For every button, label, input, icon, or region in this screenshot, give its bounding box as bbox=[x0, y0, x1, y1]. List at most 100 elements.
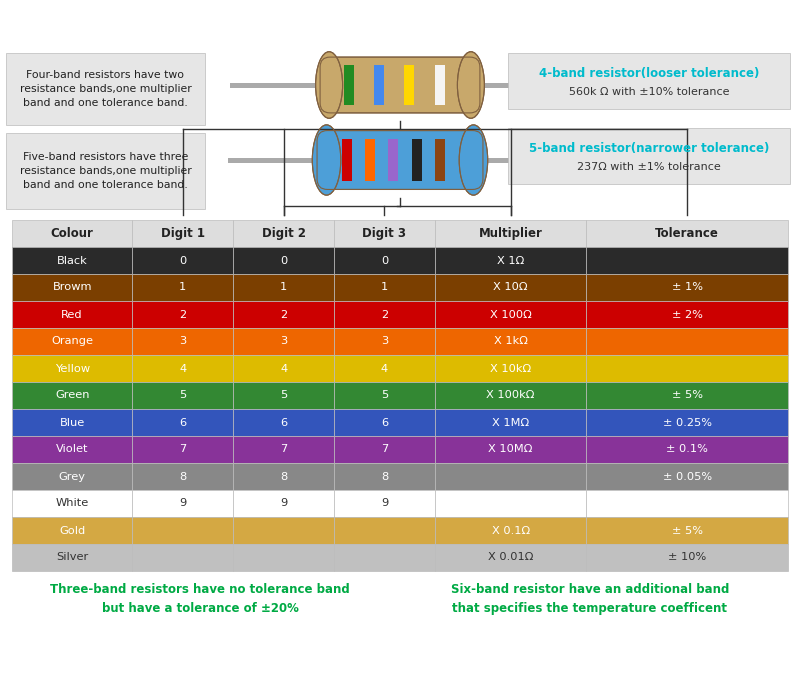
Text: 3: 3 bbox=[381, 337, 388, 346]
Bar bbox=[334, 463, 435, 490]
Text: X 1kΩ: X 1kΩ bbox=[494, 337, 527, 346]
Text: 1: 1 bbox=[280, 283, 287, 293]
Text: 1: 1 bbox=[381, 283, 388, 293]
Text: 4: 4 bbox=[381, 363, 388, 374]
Text: Colour: Colour bbox=[50, 227, 94, 240]
Bar bbox=[586, 355, 788, 382]
Bar bbox=[334, 328, 435, 355]
Bar bbox=[586, 409, 788, 436]
Bar bbox=[233, 463, 334, 490]
Bar bbox=[132, 247, 233, 274]
Bar bbox=[233, 436, 334, 463]
Text: White: White bbox=[55, 498, 89, 508]
Bar bbox=[334, 490, 435, 517]
Text: Yellow: Yellow bbox=[54, 363, 90, 374]
Text: 5-band resistor(narrower tolerance): 5-band resistor(narrower tolerance) bbox=[529, 141, 769, 155]
Bar bbox=[586, 382, 788, 409]
Bar bbox=[434, 65, 445, 105]
Bar bbox=[435, 301, 586, 328]
Bar bbox=[132, 517, 233, 544]
Bar bbox=[132, 544, 233, 571]
Bar bbox=[473, 158, 573, 162]
Bar bbox=[435, 274, 586, 301]
Text: 3: 3 bbox=[280, 337, 287, 346]
Bar bbox=[586, 274, 788, 301]
Text: Grey: Grey bbox=[58, 472, 86, 482]
Text: Digit 3: Digit 3 bbox=[362, 227, 406, 240]
Bar bbox=[586, 247, 788, 274]
Text: 2: 2 bbox=[381, 309, 388, 319]
Text: Tolerance: Tolerance bbox=[655, 227, 719, 240]
Ellipse shape bbox=[459, 125, 488, 195]
Bar bbox=[435, 382, 586, 409]
Text: Digit 2: Digit 2 bbox=[262, 227, 306, 240]
Text: X 0.1Ω: X 0.1Ω bbox=[491, 526, 530, 536]
Text: 8: 8 bbox=[280, 472, 287, 482]
Text: ± 0.25%: ± 0.25% bbox=[662, 417, 712, 428]
Bar bbox=[342, 139, 351, 181]
Bar bbox=[132, 382, 233, 409]
Bar bbox=[230, 83, 330, 88]
Bar bbox=[586, 301, 788, 328]
FancyBboxPatch shape bbox=[508, 53, 790, 109]
Text: 2: 2 bbox=[179, 309, 186, 319]
Text: ± 0.05%: ± 0.05% bbox=[662, 472, 712, 482]
Text: X 10kΩ: X 10kΩ bbox=[490, 363, 531, 374]
Text: 3: 3 bbox=[179, 337, 186, 346]
Bar bbox=[12, 274, 132, 301]
Bar bbox=[388, 139, 398, 181]
Text: ± 0.1%: ± 0.1% bbox=[666, 444, 708, 454]
Text: 5: 5 bbox=[381, 391, 388, 400]
Bar bbox=[586, 220, 788, 247]
Text: 4: 4 bbox=[179, 363, 186, 374]
Bar bbox=[132, 463, 233, 490]
Text: 9: 9 bbox=[179, 498, 186, 508]
Bar bbox=[132, 274, 233, 301]
Bar bbox=[334, 301, 435, 328]
Text: ± 1%: ± 1% bbox=[672, 283, 702, 293]
Bar bbox=[233, 517, 334, 544]
Bar bbox=[12, 544, 132, 571]
Bar bbox=[12, 436, 132, 463]
Text: Orange: Orange bbox=[51, 337, 93, 346]
Text: 1: 1 bbox=[179, 283, 186, 293]
Bar bbox=[586, 490, 788, 517]
Text: 9: 9 bbox=[280, 498, 287, 508]
Text: 7: 7 bbox=[381, 444, 388, 454]
Text: Three-band resistors have no tolerance band
but have a tolerance of ±20%: Three-band resistors have no tolerance b… bbox=[50, 583, 350, 615]
Bar bbox=[435, 355, 586, 382]
Text: X 100kΩ: X 100kΩ bbox=[486, 391, 534, 400]
Text: 7: 7 bbox=[280, 444, 287, 454]
Text: Silver: Silver bbox=[56, 552, 88, 563]
Text: X 10Ω: X 10Ω bbox=[494, 283, 528, 293]
Text: Red: Red bbox=[62, 309, 83, 319]
Text: X 1Ω: X 1Ω bbox=[497, 256, 524, 265]
Bar bbox=[435, 517, 586, 544]
Bar bbox=[435, 490, 586, 517]
Bar bbox=[132, 220, 233, 247]
Bar bbox=[334, 274, 435, 301]
Bar bbox=[12, 409, 132, 436]
Text: ± 10%: ± 10% bbox=[668, 552, 706, 563]
Ellipse shape bbox=[458, 52, 485, 118]
Text: X 0.01Ω: X 0.01Ω bbox=[488, 552, 534, 563]
Text: ± 5%: ± 5% bbox=[672, 526, 702, 536]
Text: 560k Ω with ±10% tolerance: 560k Ω with ±10% tolerance bbox=[569, 88, 730, 97]
Bar bbox=[334, 409, 435, 436]
Bar bbox=[12, 382, 132, 409]
Bar bbox=[233, 409, 334, 436]
Bar bbox=[12, 328, 132, 355]
Bar bbox=[233, 328, 334, 355]
Text: 6: 6 bbox=[280, 417, 287, 428]
Bar bbox=[233, 355, 334, 382]
Text: 7: 7 bbox=[179, 444, 186, 454]
Bar bbox=[435, 436, 586, 463]
Bar bbox=[12, 301, 132, 328]
Text: X 10MΩ: X 10MΩ bbox=[488, 444, 533, 454]
FancyBboxPatch shape bbox=[6, 133, 205, 209]
Text: 0: 0 bbox=[280, 256, 287, 265]
Bar bbox=[233, 301, 334, 328]
Text: 4: 4 bbox=[280, 363, 287, 374]
Bar bbox=[334, 517, 435, 544]
Bar bbox=[12, 517, 132, 544]
